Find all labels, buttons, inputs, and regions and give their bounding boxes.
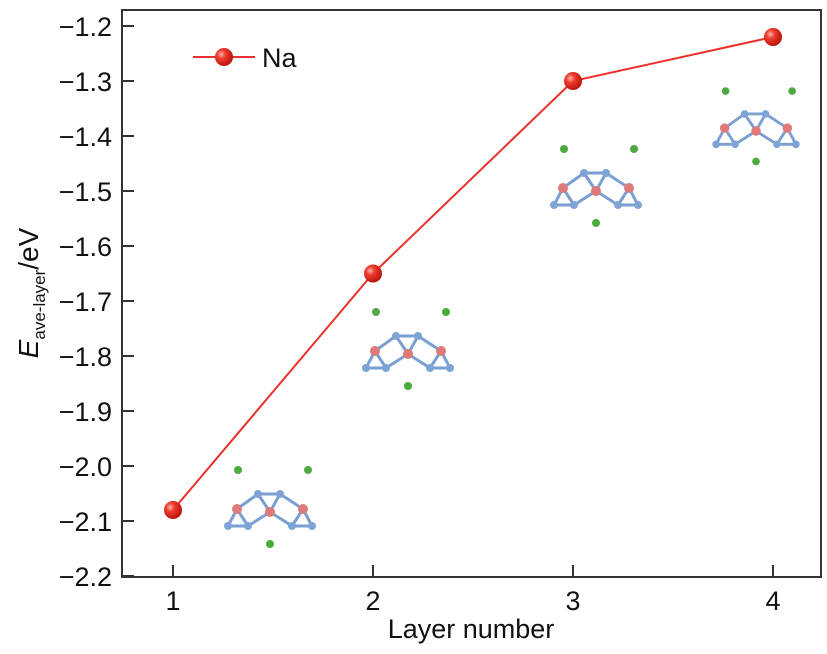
y-tick-label: −2.0 [59, 452, 112, 482]
legend: Na [193, 43, 297, 73]
na-atom [592, 219, 600, 227]
data-point [164, 501, 182, 519]
y-tick-label: −1.3 [59, 67, 112, 97]
x-tick-label: 1 [165, 586, 180, 616]
y-label-unit: /eV [13, 227, 44, 269]
data-point [364, 264, 382, 283]
na-atom [266, 540, 274, 548]
structure-insets [224, 87, 800, 548]
na-atom [721, 87, 730, 95]
legend-marker [215, 48, 233, 66]
y-tick-label: −2.2 [59, 562, 112, 592]
y-tick-label: −1.8 [59, 342, 112, 372]
legend-label: Na [262, 43, 297, 73]
series-line-na [172, 36, 774, 511]
x-tick-label: 4 [765, 586, 780, 616]
y-tick-label: −1.6 [59, 232, 112, 262]
plot-frame [121, 9, 822, 578]
y-tick-label: −1.5 [59, 177, 112, 207]
structure-inset [362, 308, 454, 390]
svg-text:Eave-layer/eV: Eave-layer/eV [13, 227, 49, 358]
na-atom [372, 308, 380, 316]
structure-inset [224, 466, 316, 548]
na-atom [560, 145, 568, 153]
x-axis-label: Layer number [388, 614, 555, 644]
y-label-main: E [13, 339, 44, 358]
x-tick-label: 2 [365, 586, 380, 616]
na-atom [752, 157, 760, 166]
structure-inset [712, 87, 800, 166]
data-point [764, 28, 782, 46]
na-atom [442, 308, 450, 316]
na-atom [404, 382, 412, 390]
structure-inset [550, 145, 642, 227]
na-atom [304, 466, 312, 474]
y-label-sub: ave-layer [30, 269, 49, 339]
x-tick-label: 3 [565, 586, 580, 616]
na-atom [788, 87, 796, 95]
na-atom [630, 145, 638, 153]
y-tick-label: −1.7 [59, 287, 112, 317]
data-point [564, 72, 582, 90]
y-tick-label: −1.9 [59, 397, 112, 427]
y-tick-label: −1.2 [59, 12, 112, 42]
y-axis-label: Eave-layer/eV [13, 227, 49, 358]
na-atom [234, 466, 242, 474]
y-tick-label: −2.1 [59, 507, 112, 537]
y-tick-label: −1.4 [59, 122, 112, 152]
